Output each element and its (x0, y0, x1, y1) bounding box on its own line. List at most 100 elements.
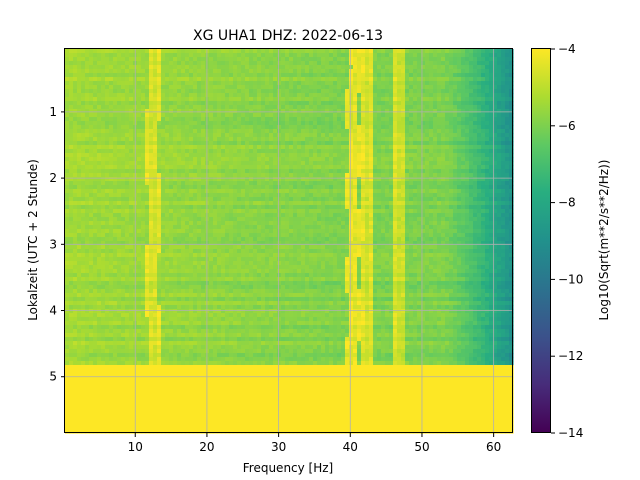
heatmap-cell (357, 149, 362, 154)
heatmap-cell (489, 153, 494, 158)
heatmap-cell (505, 81, 510, 86)
heatmap-cell (437, 145, 442, 150)
heatmap-cell (325, 149, 330, 154)
heatmap-cell (489, 157, 494, 162)
heatmap-cell (129, 141, 134, 146)
heatmap-cell (297, 189, 302, 194)
heatmap-cell (69, 209, 74, 214)
heatmap-cell (421, 149, 426, 154)
heatmap-cell (257, 69, 262, 74)
heatmap-cell (105, 109, 110, 114)
heatmap-cell (169, 77, 174, 82)
heatmap-cell (341, 157, 346, 162)
heatmap-cell (473, 109, 478, 114)
heatmap-cell (117, 129, 122, 134)
heatmap-cell (337, 205, 342, 210)
heatmap-cell (213, 153, 218, 158)
heatmap-cell (97, 145, 102, 150)
heatmap-cell (429, 149, 434, 154)
heatmap-cell (249, 121, 254, 126)
heatmap-cell (253, 81, 258, 86)
heatmap-cell (445, 89, 450, 94)
heatmap-cell (501, 137, 506, 142)
heatmap-cell (341, 133, 346, 138)
heatmap-cell (505, 161, 510, 166)
heatmap-cell (249, 69, 254, 74)
heatmap-cell (161, 89, 166, 94)
heatmap-cell (505, 201, 510, 206)
heatmap-cell (345, 61, 350, 66)
heatmap-cell (101, 157, 106, 162)
heatmap-cell (189, 137, 194, 142)
heatmap-cell (313, 141, 318, 146)
heatmap-cell (77, 93, 82, 98)
heatmap-cell (265, 117, 270, 122)
heatmap-cell (149, 221, 154, 226)
heatmap-cell (149, 205, 154, 210)
heatmap-cell (217, 157, 222, 162)
heatmap-cell (417, 185, 422, 190)
heatmap-cell (181, 197, 186, 202)
heatmap-cell (381, 57, 386, 62)
heatmap-cell (321, 81, 326, 86)
heatmap-cell (461, 213, 466, 218)
heatmap-cell (321, 161, 326, 166)
heatmap-cell (309, 117, 314, 122)
heatmap-cell (425, 205, 430, 210)
heatmap-cell (137, 49, 142, 54)
heatmap-cell (265, 97, 270, 102)
heatmap-cell (113, 209, 118, 214)
heatmap-cell (285, 189, 290, 194)
heatmap-cell (105, 213, 110, 218)
heatmap-cell (413, 133, 418, 138)
heatmap-cell (137, 81, 142, 86)
heatmap-cell (429, 185, 434, 190)
heatmap-cell (453, 185, 458, 190)
heatmap-cell (345, 157, 350, 162)
heatmap-cell (209, 117, 214, 122)
heatmap-cell (381, 193, 386, 198)
heatmap-cell (281, 137, 286, 142)
heatmap-cell (153, 149, 158, 154)
heatmap-cell (261, 125, 266, 130)
heatmap-cell (313, 217, 318, 222)
heatmap-cell (489, 149, 494, 154)
heatmap-cell (109, 117, 114, 122)
heatmap-cell (477, 173, 482, 178)
heatmap-cell (257, 197, 262, 202)
heatmap-cell (149, 53, 154, 58)
heatmap-cell (297, 221, 302, 226)
heatmap-cell (125, 89, 130, 94)
heatmap-cell (337, 57, 342, 62)
heatmap-cell (457, 125, 462, 130)
heatmap-cell (225, 185, 230, 190)
heatmap-cell (305, 157, 310, 162)
heatmap-cell (329, 101, 334, 106)
heatmap-cell (345, 93, 350, 98)
heatmap-cell (409, 141, 414, 146)
heatmap-cell (93, 93, 98, 98)
heatmap-cell (361, 221, 366, 226)
heatmap-cell (425, 209, 430, 214)
heatmap-cell (349, 193, 354, 198)
heatmap-cell (129, 157, 134, 162)
heatmap-cell (309, 125, 314, 130)
heatmap-cell (481, 129, 486, 134)
heatmap-cell (337, 165, 342, 170)
heatmap-cell (321, 137, 326, 142)
heatmap-cell (257, 149, 262, 154)
heatmap-cell (189, 177, 194, 182)
heatmap-cell (221, 169, 226, 174)
heatmap-cell (77, 61, 82, 66)
heatmap-cell (217, 61, 222, 66)
heatmap-cell (413, 49, 418, 54)
heatmap-cell (173, 69, 178, 74)
heatmap-cell (105, 73, 110, 78)
heatmap-cell (233, 137, 238, 142)
heatmap-cell (157, 149, 162, 154)
heatmap-cell (189, 181, 194, 186)
heatmap-cell (397, 217, 402, 222)
heatmap-cell (157, 221, 162, 226)
heatmap-cell (89, 85, 94, 90)
heatmap-cell (241, 181, 246, 186)
